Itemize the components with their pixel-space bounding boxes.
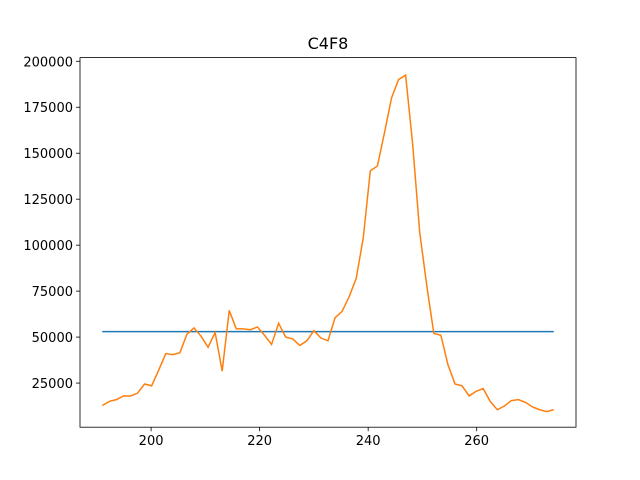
y-tick-label: 100000 [23, 239, 73, 254]
y-tick-label: 125000 [23, 193, 73, 208]
y-tick-label: 150000 [23, 147, 73, 162]
line [101, 73, 554, 413]
y-tick-label: 75000 [32, 285, 73, 300]
plot-frame [79, 57, 577, 428]
y-tick-label: 25000 [32, 377, 73, 392]
y-tick-label: 50000 [32, 331, 73, 346]
y-tick-label: 200000 [23, 55, 73, 70]
x-tick-label: 240 [356, 434, 381, 449]
x-tick-label: 260 [464, 434, 489, 449]
x-tick-label: 200 [139, 434, 164, 449]
chart-title: C4F8 [308, 34, 349, 53]
x-tick-label: 220 [247, 434, 272, 449]
y-tick-label: 175000 [23, 101, 73, 116]
